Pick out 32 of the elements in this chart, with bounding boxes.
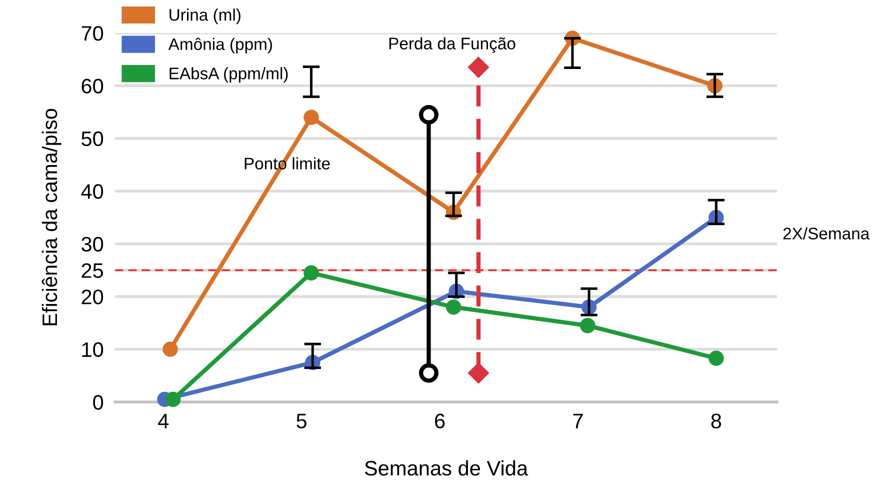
point <box>419 363 438 383</box>
y-tick-label: 0 <box>93 395 104 410</box>
y-tick-label: 50 <box>82 131 104 146</box>
point <box>708 350 724 366</box>
x-tick-label: 6 <box>435 414 445 428</box>
point <box>304 265 319 280</box>
legend-label: Urina (ml) <box>170 8 240 24</box>
y-tick-label: 70 <box>82 26 104 41</box>
point <box>419 104 438 124</box>
y-tick-label: 60 <box>82 78 104 94</box>
annotation: Perda da Função <box>389 37 516 53</box>
y-tick-label: 20 <box>82 290 104 304</box>
x-tick-label: 5 <box>296 414 306 428</box>
y-tick-label: 30 <box>82 236 104 252</box>
point <box>165 392 181 408</box>
text: 2X/Semana <box>783 227 870 240</box>
point <box>580 318 596 334</box>
x-axis-title: Semanas de Vida <box>364 460 528 476</box>
point <box>304 110 319 125</box>
y-axis-title: Eficiência da cama/piso <box>42 108 62 326</box>
x-tick-label: 4 <box>158 414 169 428</box>
x-tick-label: 8 <box>711 414 722 428</box>
point <box>468 363 488 383</box>
point <box>468 57 488 78</box>
point <box>162 342 178 357</box>
legend-label: EAbsA (ppm/ml) <box>170 67 288 83</box>
point <box>446 299 462 315</box>
y-tick-label: 40 <box>81 184 104 199</box>
y-tick-label: 10 <box>82 342 104 358</box>
y-tick-label: 25 <box>82 263 104 278</box>
legend-label: Amônia (ppm) <box>168 38 272 54</box>
x-tick-label: 7 <box>573 414 583 428</box>
